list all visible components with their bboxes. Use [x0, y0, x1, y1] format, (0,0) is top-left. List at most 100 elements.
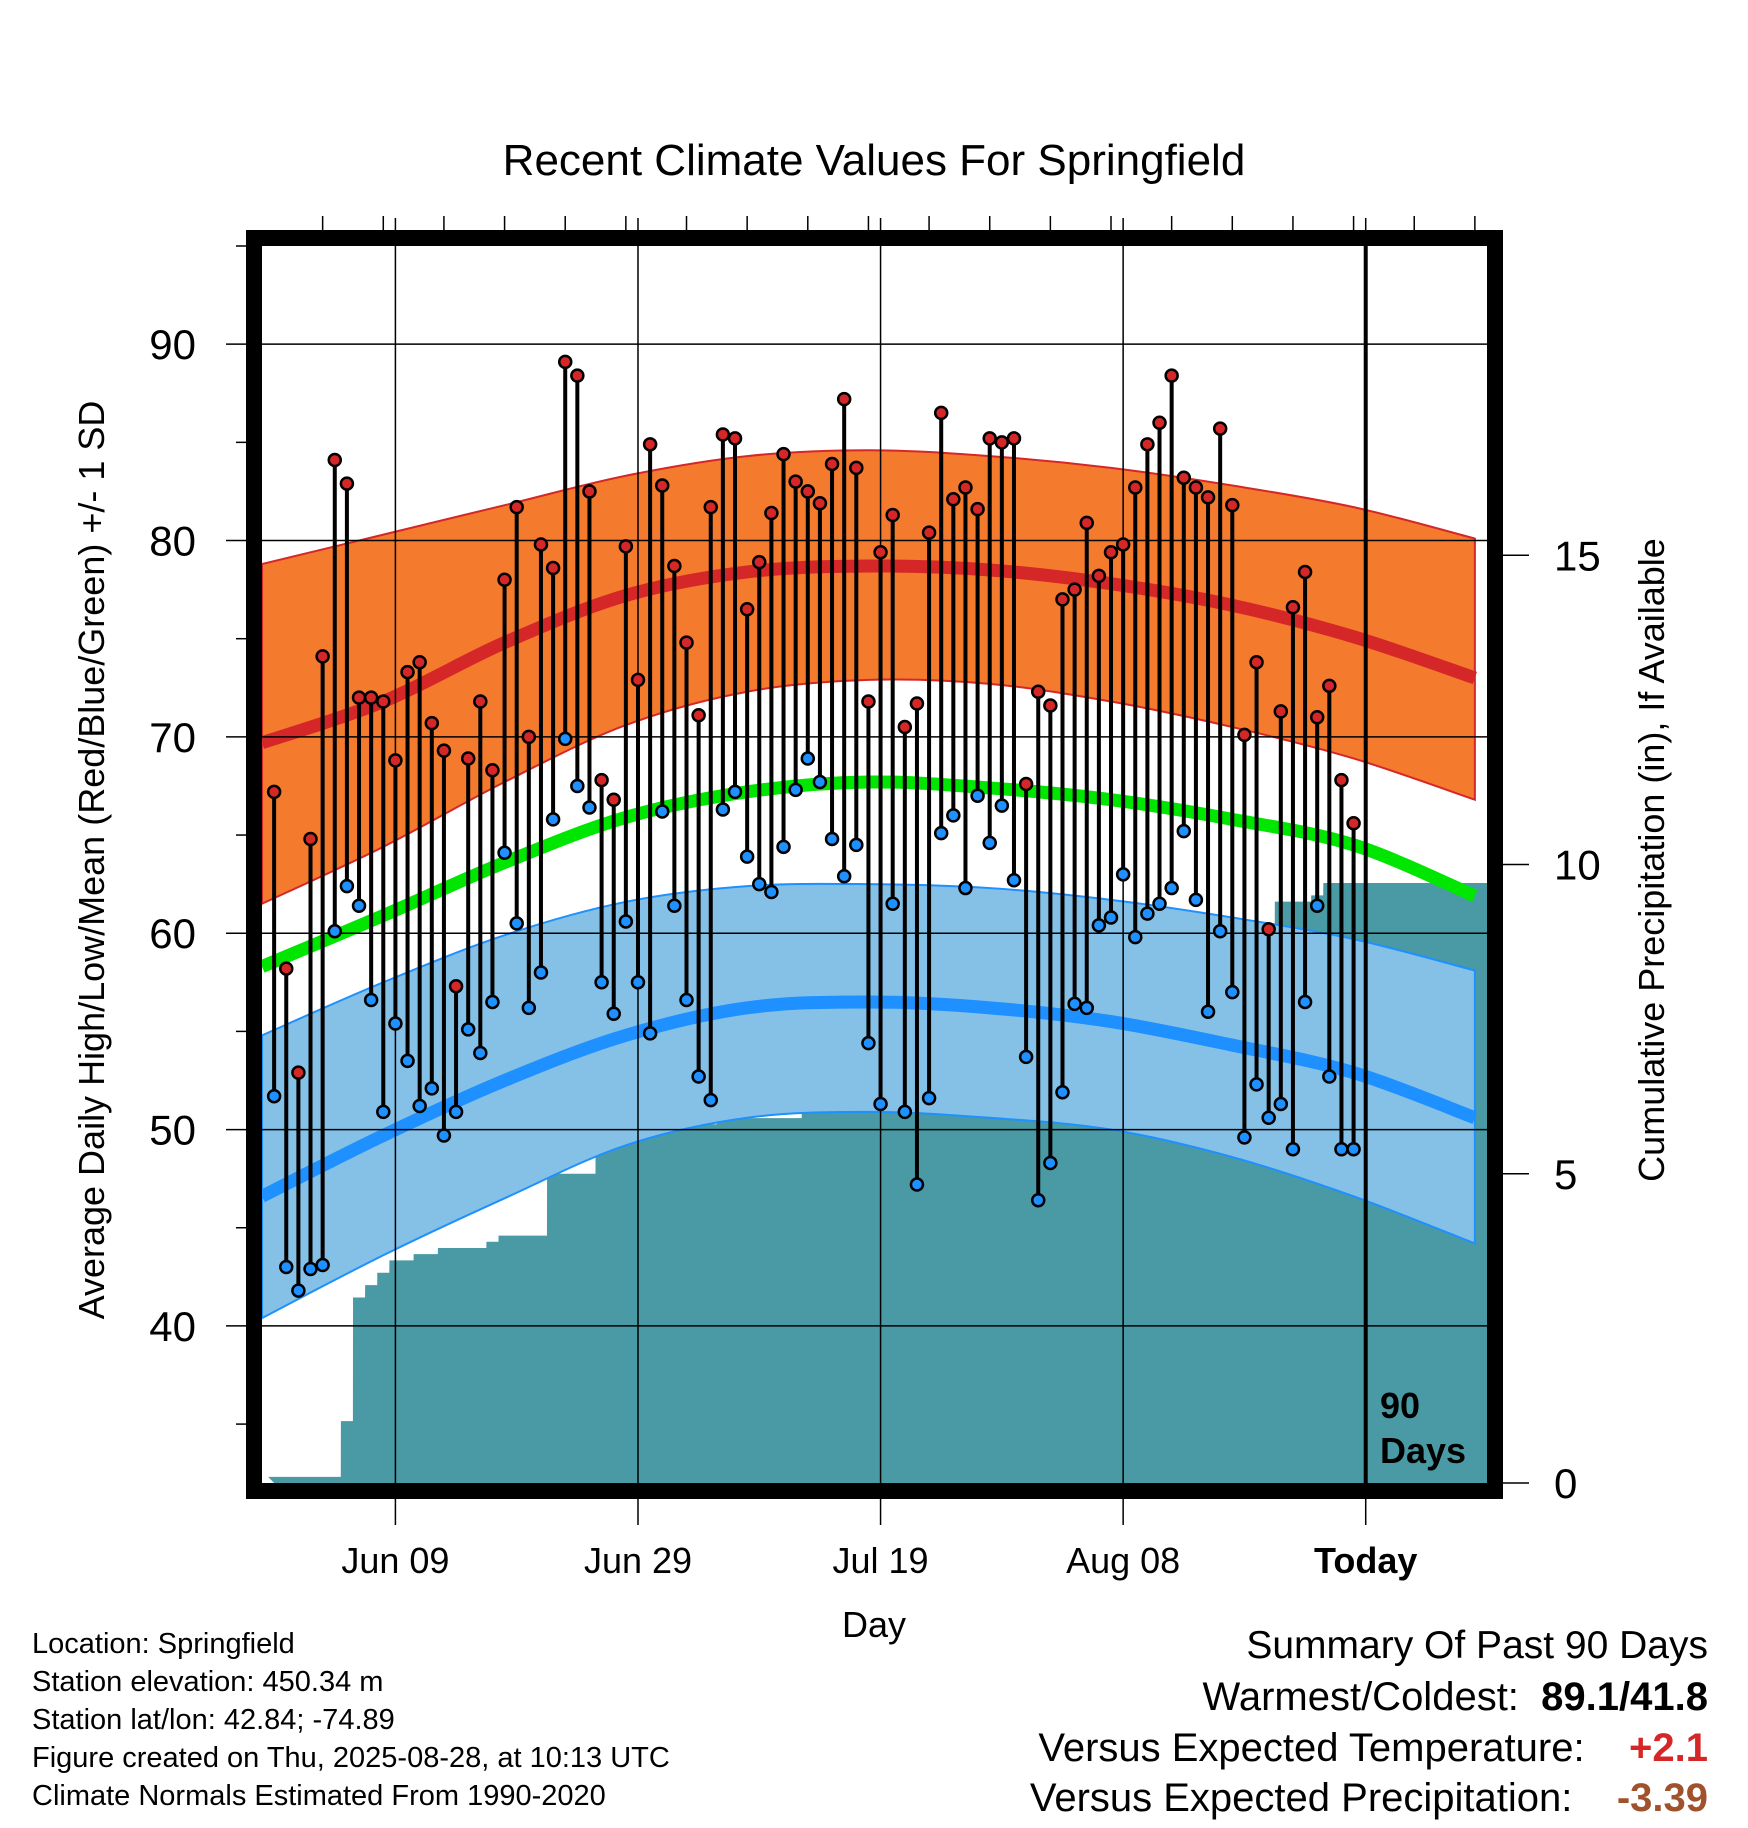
high-temp-point	[1018, 776, 1034, 792]
low-temp-point	[1018, 1049, 1034, 1065]
high-temp-point	[1164, 368, 1179, 383]
low-temp-point	[1091, 918, 1107, 933]
high-temp-point	[570, 368, 585, 383]
x-tick-label: Jun 29	[584, 1540, 692, 1581]
low-temp-point	[400, 1053, 415, 1069]
high-temp-point	[679, 635, 694, 650]
high-temp-point	[1346, 816, 1361, 831]
latlon-text: Station lat/lon: 42.84; -74.89	[32, 1704, 395, 1736]
low-temp-point	[946, 808, 961, 823]
low-temp-point	[715, 802, 731, 817]
low-temp-point	[497, 845, 512, 860]
low-temp-point	[266, 1088, 282, 1104]
y2-tick-label: 15	[1554, 532, 1601, 579]
high-temp-point	[873, 545, 888, 560]
low-temp-point	[727, 784, 743, 800]
high-temp-point	[1309, 709, 1325, 725]
high-temp-point	[376, 694, 391, 709]
high-temp-point	[1200, 490, 1216, 505]
high-temp-point	[946, 492, 961, 507]
high-temp-point	[557, 354, 573, 370]
high-temp-point	[509, 499, 524, 515]
low-temp-point	[873, 1096, 888, 1112]
high-temp-point	[1043, 698, 1058, 713]
location-text: Location: Springfield	[32, 1628, 295, 1660]
high-temp-point	[279, 961, 294, 976]
low-temp-point	[485, 994, 500, 1010]
low-temp-point	[691, 1069, 706, 1084]
precip-departure-value: -3.39	[1616, 1776, 1708, 1820]
high-temp-point	[715, 427, 731, 442]
high-temp-point	[861, 694, 876, 709]
high-temp-point	[1055, 592, 1070, 607]
low-temp-point	[363, 992, 379, 1008]
low-temp-point	[1237, 1130, 1252, 1145]
x-axis-label: Day	[842, 1604, 906, 1645]
high-temp-point	[933, 405, 949, 421]
value-separator: /	[1619, 1675, 1631, 1719]
low-temp-point	[1006, 872, 1022, 888]
y2-tick-label: 0	[1554, 1460, 1577, 1507]
high-temp-point	[1334, 772, 1349, 788]
high-temp-point	[339, 476, 355, 491]
low-temp-point	[1334, 1141, 1349, 1157]
high-temp-point	[788, 474, 803, 489]
x-tick-label: Aug 08	[1066, 1540, 1180, 1581]
high-temp-point	[1006, 431, 1022, 446]
high-temp-point	[764, 505, 779, 521]
high-temp-point	[582, 484, 597, 499]
low-temp-point	[824, 831, 840, 847]
summary-warm-cold: Warmest/Coldest: 89.1/41.8	[1203, 1675, 1708, 1720]
low-temp-point	[1043, 1155, 1058, 1171]
low-temp-point	[654, 804, 670, 819]
high-temp-point	[885, 507, 900, 523]
low-temp-point	[1030, 1193, 1046, 1208]
high-temp-point	[1176, 470, 1192, 485]
high-temp-point	[1091, 568, 1107, 584]
low-temp-point	[1212, 924, 1228, 939]
high-temp-point	[1273, 704, 1289, 719]
low-temp-point	[315, 1257, 330, 1273]
high-temp-point	[485, 763, 500, 778]
low-temp-point	[703, 1092, 719, 1108]
y-tick-label: 60	[149, 910, 196, 957]
low-temp-point	[1152, 896, 1167, 912]
low-temp-point	[1067, 996, 1082, 1012]
high-temp-point	[800, 484, 816, 499]
warm-cold-label: Warmest/Coldest:	[1202, 1675, 1519, 1719]
high-temp-point	[594, 772, 609, 788]
low-temp-point	[582, 800, 597, 815]
high-temp-point	[315, 649, 330, 664]
low-temp-point	[570, 778, 585, 794]
low-normal-band	[262, 882, 1476, 1320]
low-temp-point	[776, 839, 791, 855]
high-temp-point	[836, 391, 852, 407]
high-temp-point	[400, 664, 415, 680]
high-temp-point	[266, 784, 282, 800]
high-temp-point	[1128, 480, 1143, 495]
low-temp-point	[788, 782, 803, 798]
y-tick-label: 50	[149, 1107, 196, 1154]
y2-tick-label: 10	[1554, 842, 1601, 889]
low-temp-point	[1115, 867, 1131, 882]
low-temp-point	[1309, 898, 1325, 913]
low-temp-point	[412, 1098, 427, 1114]
low-temp-point	[339, 878, 355, 894]
high-temp-point	[667, 558, 682, 574]
summary-title: Summary Of Past 90 Days	[1246, 1624, 1708, 1667]
today-label-line2: Days	[1380, 1430, 1466, 1471]
x-tick-label: Today	[1314, 1540, 1417, 1581]
high-temp-point	[1152, 415, 1167, 430]
normals-text: Climate Normals Estimated From 1990-2020	[32, 1780, 606, 1812]
plot-area: 40 50 60 70 80 90 0 5 10 15 Jun 09 Jun 29 Jul 19 Aug …	[149, 216, 1601, 1581]
high-temp-point	[1188, 480, 1204, 495]
low-temp-point	[509, 916, 524, 931]
low-temp-point	[1322, 1069, 1337, 1084]
high-temp-point	[533, 537, 549, 552]
high-temp-point	[1030, 684, 1046, 699]
low-temp-point	[679, 992, 694, 1008]
high-temp-point	[642, 437, 658, 452]
low-temp-point	[606, 1006, 621, 1021]
high-temp-point	[1140, 437, 1155, 452]
